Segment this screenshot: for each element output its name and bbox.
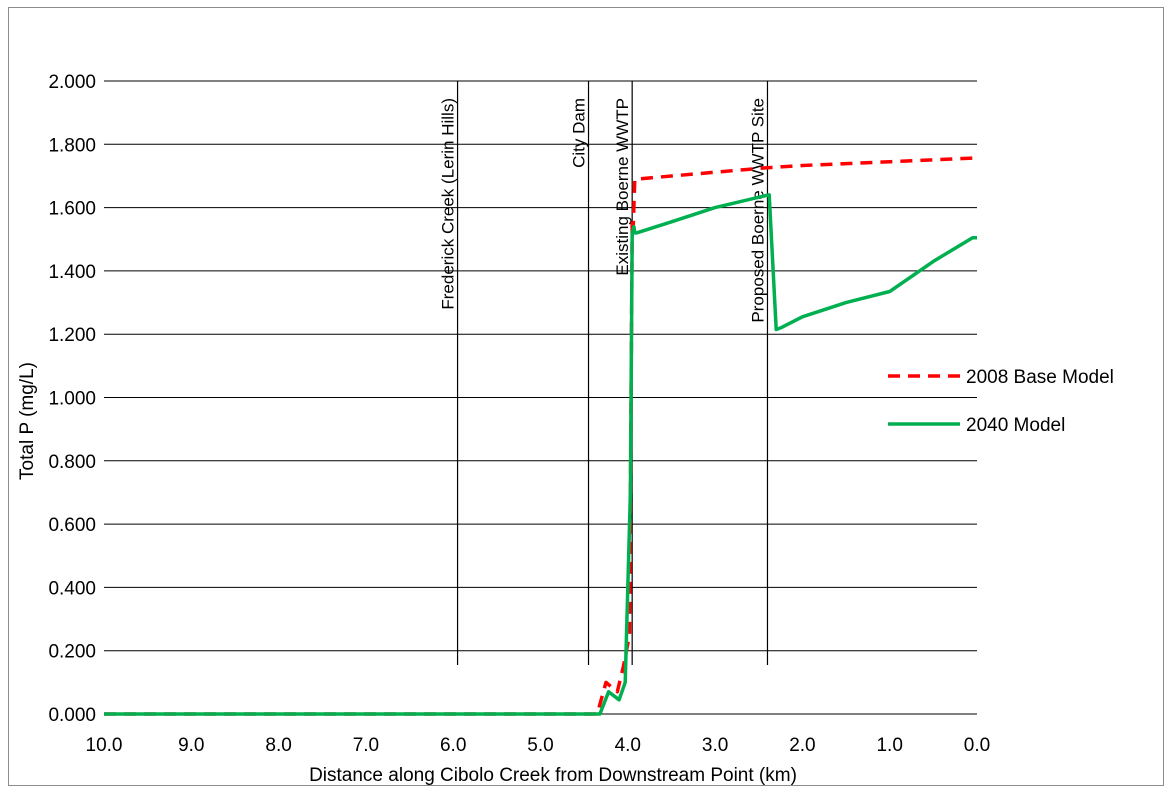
x-tick-label: 8.0 <box>265 735 291 756</box>
reference-markers: Frederick Creek (Lerin Hills) City Dam Exi… <box>439 81 769 665</box>
marker-label: City Dam <box>570 98 589 168</box>
x-tick-labels: 10.0 9.0 8.0 7.0 6.0 5.0 4.0 3.0 2.0 1.0 0.0 <box>86 735 991 756</box>
x-tick-label: 3.0 <box>702 735 728 756</box>
y-tick-label: 2.000 <box>48 72 96 93</box>
y-axis-label: Total P (mg/L) <box>17 362 38 480</box>
y-tick-label: 0.400 <box>48 578 96 599</box>
marker-label: Frederick Creek (Lerin Hills) <box>439 98 458 310</box>
gridlines <box>104 80 977 715</box>
marker-label: Existing Boerne WWTP <box>613 98 632 276</box>
x-tick-label: 4.0 <box>615 735 641 756</box>
x-tick-label: 9.0 <box>178 735 204 756</box>
x-tick-label: 6.0 <box>440 735 466 756</box>
x-tick-label: 5.0 <box>527 735 553 756</box>
y-tick-label: 1.400 <box>48 262 96 283</box>
legend: 2008 Base Model 2040 Model <box>888 367 1114 436</box>
x-tick-label: 0.0 <box>964 735 990 756</box>
y-tick-label: 0.200 <box>48 642 96 663</box>
y-tick-label: 0.600 <box>48 515 96 536</box>
y-tick-label: 0.800 <box>48 452 96 473</box>
y-tick-label: 1.200 <box>48 325 96 346</box>
series-line <box>104 156 978 716</box>
legend-label: 2040 Model <box>966 415 1065 436</box>
x-tick-label: 1.0 <box>876 735 902 756</box>
x-axis-label: Distance along Cibolo Creek from Downstr… <box>309 765 797 786</box>
y-tick-label: 0.000 <box>48 705 96 726</box>
x-tick-label: 7.0 <box>353 735 379 756</box>
legend-label: 2008 Base Model <box>966 367 1114 388</box>
series-line <box>104 193 977 716</box>
x-tick-label: 2.0 <box>789 735 815 756</box>
y-tick-label: 1.600 <box>48 199 96 220</box>
y-tick-label: 1.800 <box>48 135 96 156</box>
series-lines <box>104 156 978 716</box>
marker-label: Proposed Boerne WWTP Site <box>748 98 767 323</box>
x-tick-label: 10.0 <box>86 735 123 756</box>
y-tick-label: 1.000 <box>48 389 96 410</box>
y-tick-labels: 0.000 0.200 0.400 0.600 0.800 1.000 1.200 1.400… <box>48 72 96 726</box>
chart-frame <box>8 7 1164 786</box>
